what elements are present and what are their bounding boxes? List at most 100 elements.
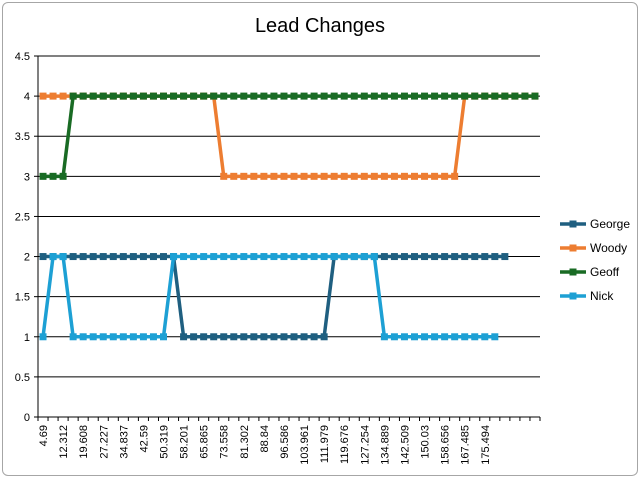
data-point [501, 253, 509, 261]
data-point [390, 92, 398, 100]
data-point [160, 92, 167, 100]
series-nick [39, 253, 499, 341]
data-point [290, 253, 298, 261]
data-point [431, 253, 439, 261]
data-point [451, 333, 459, 341]
legend-item-nick: Nick [560, 289, 614, 303]
y-tick-label: 1.5 [15, 292, 30, 304]
data-point [99, 333, 107, 341]
y-tick-label: 4.5 [15, 51, 30, 63]
data-point [320, 172, 328, 180]
data-point [310, 253, 318, 261]
x-tick-label: 134.889 [379, 425, 391, 465]
data-point [260, 333, 268, 341]
data-point [260, 172, 268, 180]
data-point [139, 253, 147, 261]
legend-swatch-marker [569, 268, 577, 276]
x-tick-label: 88.84 [259, 425, 271, 453]
data-point [531, 92, 539, 100]
data-point [491, 92, 499, 100]
data-point [320, 253, 328, 261]
data-point [390, 253, 398, 261]
x-tick-label: 175.494 [480, 425, 492, 465]
data-point [220, 333, 228, 341]
data-point [270, 92, 278, 100]
data-point [230, 172, 238, 180]
data-point [109, 92, 117, 100]
y-tick-label: 1 [24, 332, 30, 344]
data-point [119, 333, 127, 341]
x-tick-label: 158.656 [440, 425, 452, 465]
data-point [441, 92, 449, 100]
data-point [320, 92, 328, 100]
y-tick-label: 2.5 [15, 211, 30, 223]
data-point [79, 92, 87, 100]
data-point [350, 253, 358, 261]
data-point [370, 253, 378, 261]
data-point [400, 92, 408, 100]
y-tick-label: 0 [24, 412, 30, 424]
data-point [481, 253, 489, 261]
data-point [260, 253, 268, 261]
legend-swatch-marker [569, 292, 577, 300]
x-tick-label: 167.485 [460, 425, 472, 465]
series-geoff [39, 92, 539, 180]
data-point [400, 253, 408, 261]
data-point [370, 172, 378, 180]
x-tick-label: 142.509 [399, 425, 411, 465]
data-point [390, 172, 398, 180]
data-point [310, 172, 318, 180]
x-tick-label: 27.227 [98, 425, 110, 459]
data-point [441, 172, 449, 180]
data-point [511, 92, 519, 100]
data-point [421, 92, 429, 100]
data-point [471, 333, 479, 341]
data-point [240, 253, 248, 261]
data-point [451, 92, 459, 100]
data-point [210, 253, 218, 261]
data-point [200, 92, 208, 100]
x-tick-label: 96.586 [279, 425, 291, 459]
data-point [180, 253, 188, 261]
data-point [521, 92, 529, 100]
data-point [59, 92, 67, 100]
y-tick-label: 0.5 [15, 372, 30, 384]
data-point [139, 333, 147, 341]
data-point [300, 253, 308, 261]
x-tick-label: 150.03 [420, 425, 432, 459]
data-point [330, 92, 338, 100]
data-point [99, 92, 107, 100]
data-point [109, 333, 117, 341]
data-point [39, 333, 47, 341]
legend-item-george: George [560, 217, 630, 231]
x-tick-label: 58.201 [179, 425, 191, 459]
data-point [49, 92, 57, 100]
data-point [330, 172, 338, 180]
data-point [411, 333, 418, 341]
data-point [350, 92, 358, 100]
data-point [250, 172, 258, 180]
data-point [471, 92, 479, 100]
data-point [230, 92, 238, 100]
data-point [59, 253, 67, 261]
data-point [129, 92, 137, 100]
data-point [310, 333, 318, 341]
x-tick-label: 12.312 [58, 425, 70, 459]
data-point [170, 92, 178, 100]
series-george [39, 253, 509, 341]
data-point [360, 172, 368, 180]
data-point [451, 253, 459, 261]
x-tick-label: 119.676 [339, 425, 351, 464]
data-point [260, 92, 268, 100]
data-point [99, 253, 107, 261]
data-point [360, 253, 368, 261]
data-point [290, 333, 298, 341]
data-point [119, 253, 127, 261]
data-point [300, 172, 308, 180]
data-point [370, 92, 378, 100]
data-point [471, 253, 479, 261]
data-point [280, 172, 288, 180]
legend-label: Geoff [590, 265, 620, 279]
data-point [451, 172, 459, 180]
data-point [270, 253, 278, 261]
